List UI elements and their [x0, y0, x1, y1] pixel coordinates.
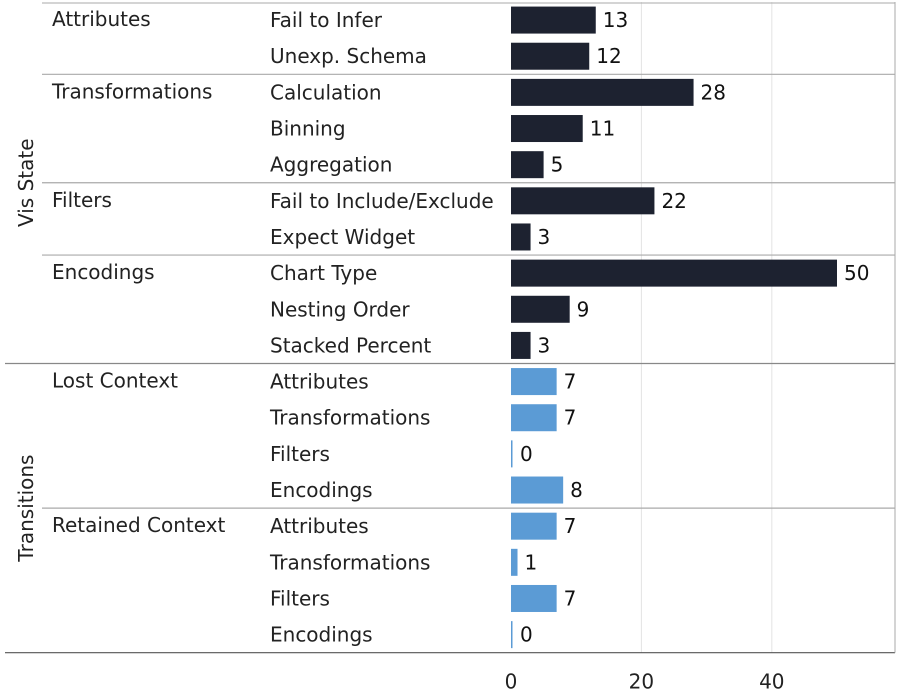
bar: [511, 42, 590, 70]
group-label: Vis State: [14, 138, 38, 227]
section-label: Retained Context: [52, 513, 225, 537]
labels: Attributes Fail to Infer Unexp. Schema Tran…: [14, 7, 494, 647]
bar: [511, 259, 837, 287]
separators: [5, 2, 896, 654]
row-label: Nesting Order: [270, 297, 410, 321]
row-label: Filters: [270, 442, 330, 466]
section-label: Transformations: [51, 79, 212, 103]
bar-value-label: 7: [564, 370, 577, 394]
row-label: Expect Widget: [270, 225, 415, 249]
bar: [511, 584, 557, 612]
bar: [511, 331, 531, 359]
bar-value-label: 3: [538, 225, 551, 249]
bar-value-label: 1: [525, 550, 538, 574]
row-label: Aggregation: [270, 153, 392, 177]
bar: [511, 621, 513, 649]
row-label: Attributes: [270, 370, 369, 394]
bar: [511, 187, 655, 215]
bar: [511, 295, 570, 323]
row-label: Attributes: [270, 514, 369, 538]
x-tick-label: 20: [629, 670, 654, 694]
section-label: Lost Context: [52, 369, 178, 393]
bar-value-label: 9: [577, 297, 590, 321]
row-label: Encodings: [270, 478, 373, 502]
bar-value-label: 28: [701, 80, 726, 104]
row-label: Unexp. Schema: [270, 44, 427, 68]
bar: [511, 6, 596, 34]
bar: [511, 548, 518, 576]
bar-value-label: 5: [551, 153, 564, 177]
bar-value-label: 50: [844, 261, 869, 285]
bar-value-label: 7: [564, 586, 577, 610]
x-tick-label: 0: [505, 670, 518, 694]
row-label: Encodings: [270, 623, 373, 647]
bar: [511, 512, 557, 540]
bar: [511, 404, 557, 432]
row-label: Stacked Percent: [270, 333, 431, 357]
row-label: Fail to Include/Exclude: [270, 189, 494, 213]
x-axis: 0 20 40: [505, 670, 785, 694]
bar-value-label: 7: [564, 514, 577, 538]
bar: [511, 440, 513, 468]
bar-value-label: 11: [590, 117, 615, 141]
bar-value-label: 0: [520, 623, 533, 647]
section-label: Encodings: [52, 260, 155, 284]
bar: [511, 223, 531, 251]
gridlines: [640, 2, 773, 653]
row-label: Fail to Infer: [270, 8, 383, 32]
bar: [511, 476, 564, 504]
bar: [511, 151, 544, 179]
bar: [511, 368, 557, 396]
x-tick-label: 40: [759, 670, 784, 694]
group-label: Transitions: [14, 455, 38, 563]
bar-value-label: 13: [603, 8, 628, 32]
bar-value-label: 0: [520, 442, 533, 466]
row-label: Chart Type: [270, 261, 377, 285]
section-label: Filters: [52, 188, 112, 212]
bar-value-label: 22: [661, 189, 686, 213]
bar-value-label: 7: [564, 406, 577, 430]
section-label: Attributes: [52, 7, 151, 31]
row-label: Filters: [270, 586, 330, 610]
bar: [511, 78, 694, 106]
bar-value-label: 3: [538, 333, 551, 357]
bar: [511, 115, 583, 143]
bar-value-label: 12: [596, 44, 621, 68]
row-label: Binning: [270, 117, 346, 141]
row-label: Calculation: [270, 80, 382, 104]
row-label: Transformations: [269, 550, 430, 574]
row-label: Transformations: [269, 406, 430, 430]
bar-value-label: 8: [570, 478, 583, 502]
